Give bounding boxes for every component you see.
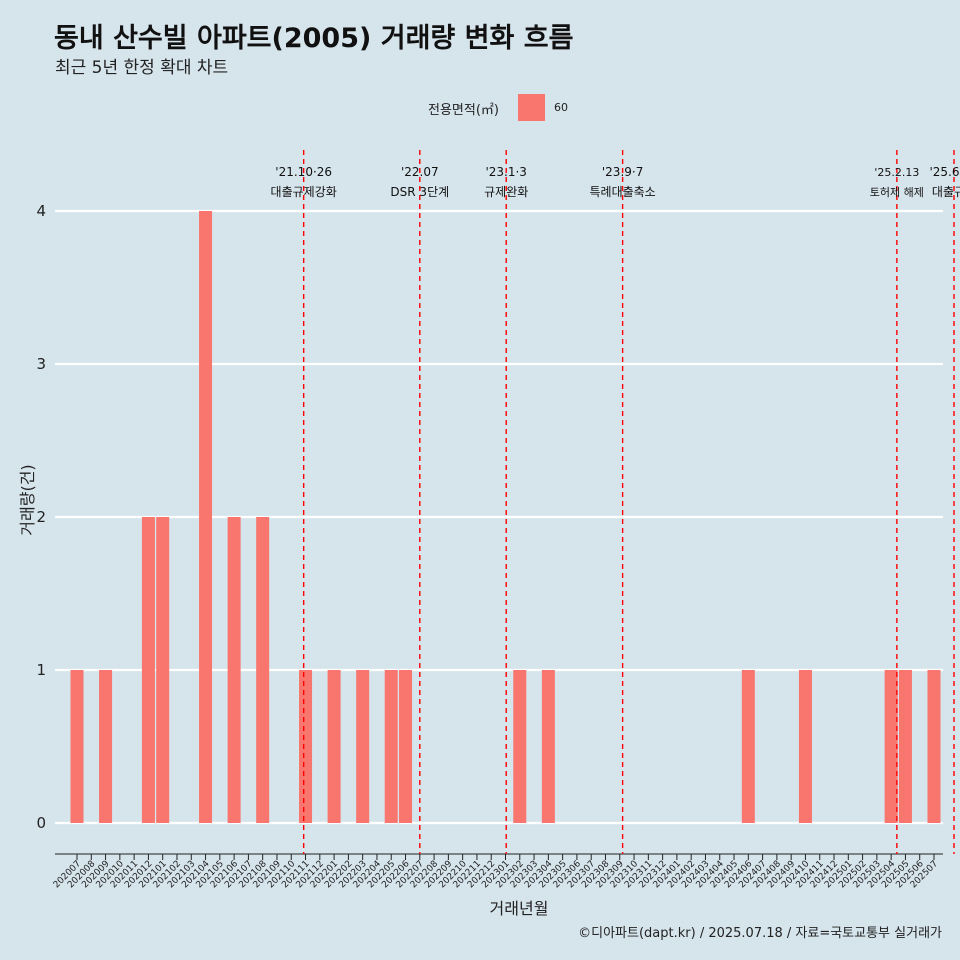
bar-202101: [156, 517, 170, 823]
bar-202009: [99, 670, 113, 823]
legend-label: 60: [554, 101, 568, 114]
bar-202104: [199, 211, 213, 823]
event-name-label: 토허제 해제: [870, 185, 924, 199]
bar-202505: [898, 670, 912, 823]
bar-202304: [541, 670, 555, 823]
bar-202206: [399, 670, 413, 823]
event-name-label: 대출규제: [932, 185, 960, 199]
bar-202406: [741, 670, 755, 823]
chart-subtitle: 최근 5년 한정 확대 차트: [55, 58, 229, 78]
event-date-label: '25.2.13: [874, 166, 919, 179]
bar-202410: [798, 670, 812, 823]
bar-202111: [299, 670, 313, 823]
event-name-label: 특례대출축소: [589, 185, 655, 199]
chart-title: 동내 산수빌 아파트(2005) 거래량 변화 흐름: [54, 23, 574, 54]
event-name-label: DSR 3단계: [390, 185, 449, 199]
event-name-label: 규제완화: [484, 185, 528, 199]
y-tick-label: 4: [36, 202, 46, 220]
legend-title: 전용면적(㎡): [428, 103, 499, 118]
legend-key: [518, 94, 545, 121]
caption: ©디아파트(dapt.kr) / 2025.07.18 / 자료=국토교통부 실…: [578, 926, 942, 941]
bar-202504: [884, 670, 898, 823]
bar-202302: [513, 670, 527, 823]
event-name-label: 대출규제강화: [271, 185, 337, 199]
event-date-label: '25.6·27: [929, 165, 960, 179]
y-tick-label: 0: [36, 814, 46, 832]
bar-202205: [384, 670, 398, 823]
legend: 전용면적(㎡) 60: [0, 94, 960, 122]
y-axis-title: 거래량(건): [18, 464, 37, 535]
y-tick-label: 3: [36, 355, 46, 373]
event-date-label: '23.9·7: [602, 165, 643, 179]
x-axis-title: 거래년월: [490, 899, 549, 918]
bar-202203: [356, 670, 370, 823]
event-date-label: '22.07: [401, 165, 439, 179]
bar-202106: [227, 517, 241, 823]
bar-202108: [256, 517, 270, 823]
bar-202201: [327, 670, 341, 823]
bar-202012: [141, 517, 155, 823]
bar-202507: [927, 670, 941, 823]
y-tick-label: 2: [36, 508, 46, 526]
event-date-label: '23.1·3: [485, 165, 526, 179]
event-date-label: '21.10·26: [275, 165, 332, 179]
y-tick-label: 1: [36, 661, 46, 679]
bar-202007: [70, 670, 84, 823]
